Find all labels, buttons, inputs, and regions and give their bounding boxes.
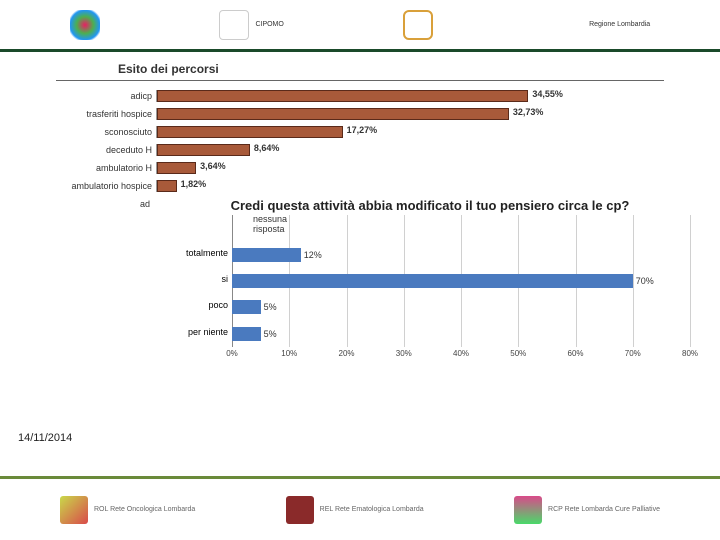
chart2-tick-label: 0% <box>226 349 238 358</box>
chart2-bar <box>232 327 261 341</box>
chart1-row: sconosciuto 17,27% <box>56 123 596 141</box>
chart1-category-label: adi <box>56 199 156 209</box>
chart2-plot: 0%10%20%30%40%50%60%70%80%nessuna rispos… <box>170 215 690 365</box>
header-logo-2: CIPOMO <box>219 10 283 40</box>
footer-logo-2: REL Rete Ematologica Lombarda <box>286 496 424 524</box>
chart2-value-label: 5% <box>264 329 277 339</box>
chart1-title: Esito dei percorsi <box>56 56 664 81</box>
chart2-container: Credi questa attività abbia modificato i… <box>150 198 710 418</box>
chart2-bar <box>232 300 261 314</box>
chart1-category-label: sconosciuto <box>56 127 156 137</box>
chart1-bar <box>157 126 343 138</box>
chart2-gridline <box>690 215 691 347</box>
chart1-container: Esito dei percorsi adicp 34,55% trasferiti… <box>0 56 720 213</box>
chart1-category-label: adicp <box>56 91 156 101</box>
chart2-row: nessuna risposta <box>232 218 690 238</box>
chart2-tick-label: 20% <box>338 349 354 358</box>
header-logo-1 <box>70 10 100 40</box>
header-logo-band: CIPOMO Regione Lombardia <box>0 0 720 52</box>
footer-logo-1: ROL Rete Oncologica Lombarda <box>60 496 195 524</box>
chart1-value-label: 34,55% <box>532 89 563 99</box>
chart1-bar <box>157 108 509 120</box>
chart2-tick-label: 30% <box>396 349 412 358</box>
chart2-row: si70% <box>232 271 690 291</box>
overlay-text-risposta: risposta <box>253 224 285 234</box>
chart1-row: ambulatorio H 3,64% <box>56 159 596 177</box>
chart2-tick-label: 60% <box>567 349 583 358</box>
chart2-bar <box>232 274 633 288</box>
chart1-plot: adicp 34,55% trasferiti hospice 32,73% scono… <box>56 87 596 213</box>
chart2-bar <box>232 248 301 262</box>
chart2-value-label: 5% <box>264 302 277 312</box>
chart1-row: ambulatorio hospice 1,82% <box>56 177 596 195</box>
chart2-tick-label: 10% <box>281 349 297 358</box>
chart1-row: adicp 34,55% <box>56 87 596 105</box>
header-logo-4: Regione Lombardia <box>553 10 650 40</box>
chart2-category-label: per niente <box>172 327 232 337</box>
chart2-tick-label: 80% <box>682 349 698 358</box>
chart2-tick-label: 50% <box>510 349 526 358</box>
chart2-tick-label: 70% <box>625 349 641 358</box>
chart2-category-label: si <box>172 274 232 284</box>
chart1-value-label: 1,82% <box>181 179 207 189</box>
chart1-row: trasferiti hospice 32,73% <box>56 105 596 123</box>
chart1-category-label: ambulatorio hospice <box>56 181 156 191</box>
chart2-title: Credi questa attività abbia modificato i… <box>150 198 710 213</box>
chart1-value-label: 3,64% <box>200 161 226 171</box>
footer-logo-3: RCP Rete Lombarda Cure Palliative <box>514 496 660 524</box>
chart1-bar <box>157 144 250 156</box>
chart2-row: poco5% <box>232 297 690 317</box>
chart1-row: deceduto H 8,64% <box>56 141 596 159</box>
chart2-value-label: 70% <box>636 276 654 286</box>
chart1-category-label: trasferiti hospice <box>56 109 156 119</box>
chart2-row: totalmente12% <box>232 245 690 265</box>
header-logo-3 <box>403 10 433 40</box>
chart1-category-label: deceduto H <box>56 145 156 155</box>
chart2-value-label: 12% <box>304 250 322 260</box>
chart1-bar <box>157 90 528 102</box>
chart1-category-label: ambulatorio H <box>56 163 156 173</box>
overlay-text-nessuna: nessuna <box>253 214 287 224</box>
chart2-category-label: poco <box>172 300 232 310</box>
chart1-value-label: 32,73% <box>513 107 544 117</box>
chart1-bar <box>157 180 177 192</box>
chart2-tick-label: 40% <box>453 349 469 358</box>
footer-logo-band: ROL Rete Oncologica Lombarda REL Rete Em… <box>0 476 720 540</box>
chart1-value-label: 17,27% <box>347 125 378 135</box>
chart2-row: per niente5% <box>232 324 690 344</box>
chart1-bar <box>157 162 196 174</box>
chart1-value-label: 8,64% <box>254 143 280 153</box>
chart2-category-label: totalmente <box>172 248 232 258</box>
footer-date: 14/11/2014 <box>18 432 72 444</box>
